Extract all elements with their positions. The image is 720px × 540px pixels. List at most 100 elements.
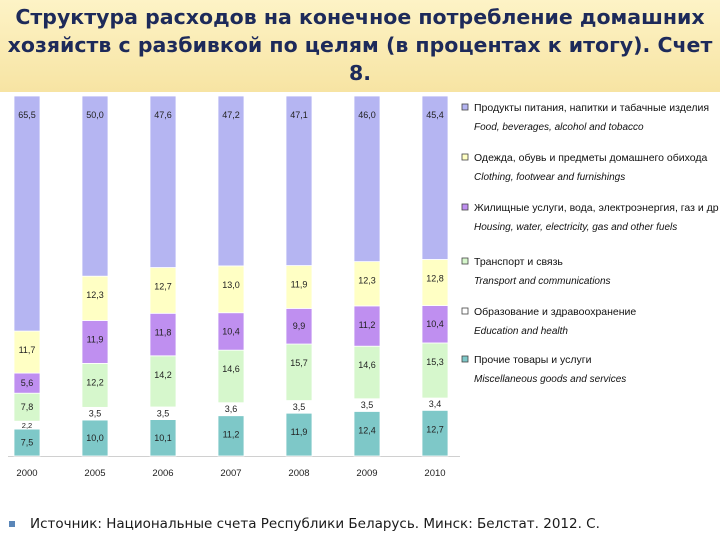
legend-swatch	[461, 103, 469, 111]
bar-segment	[81, 95, 109, 277]
bar-segment	[81, 419, 109, 457]
bar-value-label: 7,5	[21, 438, 34, 448]
x-tick-label: 2005	[84, 468, 105, 479]
legend-label-en: Miscellaneous goods and services	[474, 374, 626, 385]
legend-label: Жилищные услуги, вода, электроэнергия, г…	[474, 202, 719, 214]
bar-value-label: 10,4	[426, 319, 444, 329]
bar-value-label: 3,5	[157, 408, 170, 418]
bars-group: 7,5 2,2 7,8 5,6 11,7 65,5 10,0 3,5 12,2 11,9 12,3 5…	[8, 95, 460, 457]
bar-value-label: 12,7	[426, 424, 444, 434]
bar-segment	[353, 305, 381, 347]
bar-value-label: 12,3	[86, 290, 104, 300]
stacked-bar-chart: 7,5 2,2 7,8 5,6 11,7 65,5 10,0 3,5 12,2 11,9 12,3 5…	[0, 92, 720, 514]
legend-label-en: Clothing, footwear and furnishings	[474, 172, 625, 183]
legend-label-en: Food, beverages, alcohol and tobacco	[474, 122, 644, 133]
bar-segment	[285, 95, 313, 266]
bar-value-label: 14,6	[358, 360, 376, 370]
x-axis-ticks: 2000 2005 2006 2007 2008 2009 2010	[16, 468, 445, 479]
bar-value-label: 14,6	[222, 364, 240, 374]
bar-value-label: 50,0	[86, 110, 104, 120]
bar-value-label: 12,4	[358, 425, 376, 435]
bar-value-label: 12,2	[86, 377, 104, 387]
legend-swatch	[461, 153, 469, 161]
bar-value-label: 12,7	[154, 282, 172, 292]
bar-value-label: 11,9	[87, 335, 104, 345]
bar-segment	[217, 415, 245, 457]
bar-value-label: 11,9	[291, 280, 308, 290]
bar-value-label: 9,9	[293, 321, 306, 331]
legend-swatch	[461, 257, 469, 265]
bar-segment	[217, 312, 245, 351]
bar-segment	[149, 95, 177, 268]
bar-value-label: 12,8	[426, 273, 444, 283]
legend-label: Прочие товары и услуги	[474, 354, 592, 366]
bar-value-label: 47,6	[154, 110, 172, 120]
x-tick-label: 2000	[16, 468, 37, 479]
bar-segment	[421, 342, 449, 399]
bar-value-label: 11,2	[359, 320, 376, 330]
bar-value-label: 3,5	[361, 400, 374, 410]
bar-value-label: 3,4	[429, 399, 442, 409]
bar-value-label: 3,6	[225, 404, 238, 414]
bar-segment	[285, 343, 313, 401]
legend: Продукты питания, напитки и табачные изд…	[461, 102, 719, 385]
legend-swatch	[461, 203, 469, 211]
bar-value-label: 15,7	[290, 358, 308, 368]
bar-value-label: 47,2	[222, 110, 240, 120]
bar-segment	[285, 307, 313, 345]
bar-segment	[13, 392, 41, 422]
bar-value-label: 5,6	[21, 378, 34, 388]
bar-value-label: 11,7	[19, 345, 36, 355]
x-tick-label: 2009	[356, 468, 377, 479]
x-tick-label: 2007	[220, 468, 241, 479]
bar-value-label: 45,4	[426, 110, 444, 120]
bar-segment	[353, 95, 381, 263]
legend-label-en: Housing, water, electricity, gas and oth…	[474, 222, 677, 233]
bar-value-label: 3,5	[89, 409, 102, 419]
bar-value-label: 11,9	[291, 427, 308, 437]
bar-value-label: 46,0	[358, 110, 376, 120]
bar-segment	[217, 95, 245, 267]
bar-value-label: 7,8	[21, 402, 34, 412]
source-note: Источник: Национальные счета Республики …	[30, 516, 600, 532]
legend-label: Одежда, обувь и предметы домашнего обихо…	[474, 152, 708, 164]
chart-title: Структура расходов на конечное потреблен…	[7, 5, 713, 85]
bar-segment	[81, 275, 109, 321]
bar-segment	[81, 362, 109, 408]
bar-segment	[217, 265, 245, 314]
bar-value-label: 10,1	[154, 433, 172, 443]
bar-segment	[149, 419, 177, 457]
bar-segment	[353, 261, 381, 307]
x-tick-label: 2010	[424, 468, 445, 479]
bar-segment	[149, 355, 177, 408]
legend-label: Образование и здравоохранение	[474, 306, 636, 318]
bar-segment	[13, 330, 41, 374]
bar-value-label: 15,3	[426, 357, 444, 367]
legend-label-en: Transport and communications	[474, 276, 611, 287]
legend-label: Продукты питания, напитки и табачные изд…	[474, 102, 709, 114]
bar-segment	[353, 345, 381, 400]
legend-swatch	[461, 307, 469, 315]
bar-value-label: 13,0	[222, 280, 240, 290]
bar-segment	[421, 95, 449, 260]
title-band: Структура расходов на конечное потреблен…	[0, 0, 720, 92]
bar-value-label: 11,8	[155, 327, 172, 337]
bar-value-label: 3,5	[293, 402, 306, 412]
legend-label: Транспорт и связь	[474, 256, 563, 268]
bar-value-label: 65,5	[18, 110, 36, 120]
bar-segment	[217, 349, 245, 404]
bar-value-label: 11,2	[223, 430, 240, 440]
bar-value-label: 12,3	[358, 276, 376, 286]
bar-segment	[13, 428, 41, 457]
legend-label-en: Education and health	[474, 326, 568, 337]
bar-segment	[13, 95, 41, 332]
bar-segment	[421, 259, 449, 306]
bar-value-label: 47,1	[290, 110, 308, 120]
legend-swatch	[461, 355, 469, 363]
x-tick-label: 2008	[288, 468, 309, 479]
bar-value-label: 14,2	[154, 370, 172, 380]
source-bullet-icon	[9, 521, 15, 527]
x-tick-label: 2006	[152, 468, 173, 479]
bar-value-label: 10,0	[86, 433, 104, 443]
bar-value-label: 2,2	[22, 421, 32, 430]
